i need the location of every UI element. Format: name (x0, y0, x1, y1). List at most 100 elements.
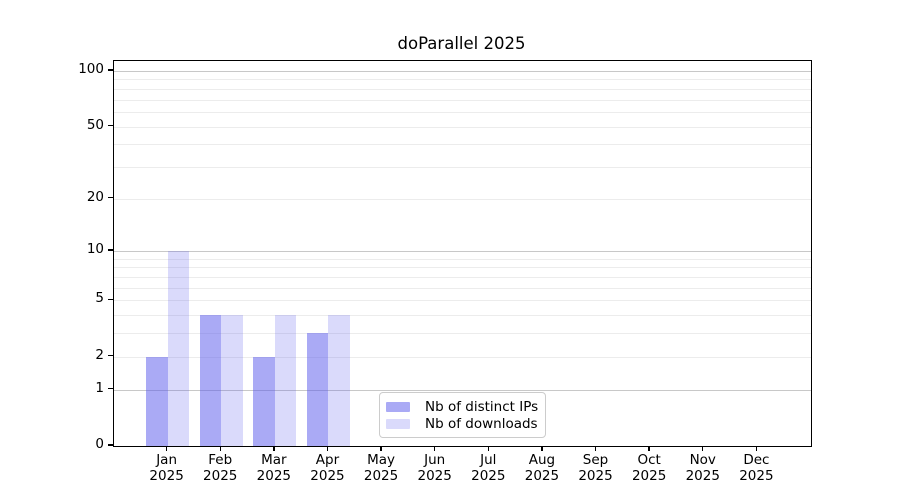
y-tick-mark-0 (108, 444, 113, 446)
x-tick-year: 2025 (417, 468, 452, 484)
y-tick-mark-20 (108, 196, 113, 199)
y-tick-label-0: 0 (95, 436, 104, 452)
x-tick-month: Apr (315, 452, 340, 468)
gridline-minor-40 (114, 144, 811, 146)
x-tick-mark-Sep (594, 446, 597, 451)
x-tick-label-Oct: Oct 2025 (609, 452, 689, 484)
x-tick-month: Jan (156, 452, 178, 468)
x-tick-label-Nov: Nov 2025 (663, 452, 743, 484)
x-tick-year: 2025 (524, 468, 560, 484)
y-tick-label-5: 5 (95, 290, 104, 307)
x-tick-month: Jul (480, 452, 497, 468)
x-tick-month: Sep (582, 452, 609, 468)
gridline-minor-5 (114, 300, 811, 302)
x-tick-label-Jul: Jul 2025 (448, 452, 528, 484)
y-tick-mark-5 (108, 298, 113, 301)
y-tick-label-1: 1 (95, 379, 104, 396)
legend-label-distinct-ips: Nb of distinct IPs (425, 398, 539, 415)
gridline-minor-9 (114, 258, 811, 260)
gridline-minor-20 (114, 198, 811, 200)
x-tick-mark-Mar (273, 446, 275, 451)
legend-row-downloads: Nb of downloads (386, 415, 538, 432)
bar-downloads-Feb (221, 315, 243, 446)
x-tick-mark-Dec (755, 446, 758, 451)
gridline-minor-6 (114, 287, 811, 289)
x-tick-label-Dec: Dec 2025 (716, 452, 796, 484)
x-tick-mark-Jun (433, 446, 436, 451)
bar-distinct-ips-Mar (253, 356, 275, 446)
x-tick-mark-Aug (541, 446, 543, 451)
x-tick-month: Dec (743, 452, 770, 468)
gridline-minor-2 (114, 356, 811, 358)
x-tick-label-Apr: Apr 2025 (287, 452, 367, 484)
x-tick-label-Aug: Aug 2025 (502, 452, 582, 484)
x-tick-year: 2025 (739, 468, 774, 484)
y-tick-mark-1 (108, 387, 113, 390)
legend-row-distinct-ips: Nb of distinct IPs (386, 398, 539, 415)
bar-distinct-ips-Jan (146, 356, 168, 446)
x-tick-label-Mar: Mar 2025 (234, 452, 314, 484)
x-tick-month: May (367, 452, 396, 468)
y-tick-label-100: 100 (78, 61, 104, 77)
x-tick-label-Feb: Feb 2025 (180, 452, 260, 484)
bar-downloads-Jan (167, 251, 189, 446)
gridline-minor-90 (114, 79, 811, 81)
legend: Nb of distinct IPs Nb of downloads (379, 392, 546, 438)
x-tick-label-Jun: Jun 2025 (395, 452, 475, 484)
x-tick-year: 2025 (471, 468, 506, 484)
x-tick-year: 2025 (310, 468, 345, 484)
x-tick-month: Feb (208, 452, 233, 468)
y-tick-label-10: 10 (86, 241, 104, 258)
x-tick-year: 2025 (149, 468, 184, 484)
gridline-minor-4 (114, 315, 811, 317)
x-tick-year: 2025 (363, 468, 399, 484)
x-tick-mark-May (380, 446, 382, 451)
x-tick-mark-Apr (326, 446, 329, 451)
gridline-minor-50 (114, 126, 811, 128)
bar-downloads-Mar (274, 315, 297, 446)
x-tick-month: Jun (424, 452, 446, 468)
bar-distinct-ips-Feb (199, 315, 222, 446)
x-tick-mark-Jan (165, 446, 168, 451)
y-tick-label-2: 2 (95, 346, 104, 363)
x-tick-mark-Jul (487, 446, 489, 451)
y-tick-mark-100 (108, 69, 113, 71)
bar-downloads-Apr (328, 315, 350, 446)
legend-swatch-distinct-ips (386, 401, 410, 412)
gridline-minor-7 (114, 277, 811, 279)
x-tick-mark-Nov (702, 446, 704, 451)
x-tick-month: Nov (689, 452, 716, 468)
gridline-minor-8 (114, 267, 811, 269)
y-tick-mark-50 (108, 124, 113, 127)
x-tick-year: 2025 (685, 468, 720, 484)
y-tick-mark-10 (108, 249, 113, 251)
legend-label-downloads: Nb of downloads (425, 415, 538, 432)
x-tick-month: Aug (528, 452, 556, 468)
gridline-major-100 (114, 71, 811, 72)
gridline-minor-3 (114, 333, 811, 335)
x-tick-month: Mar (261, 452, 287, 468)
x-tick-mark-Oct (648, 446, 650, 451)
x-tick-mark-Feb (219, 446, 221, 451)
x-tick-year: 2025 (256, 468, 292, 484)
gridline-minor-30 (114, 166, 811, 168)
x-tick-label-Sep: Sep 2025 (556, 452, 636, 484)
gridline-minor-70 (114, 99, 811, 101)
legend-swatch-downloads (386, 418, 410, 429)
y-tick-mark-2 (108, 355, 113, 357)
plot-area: Nb of distinct IPs Nb of downloads (113, 60, 812, 447)
x-tick-month: Oct (637, 452, 661, 468)
x-tick-year: 2025 (203, 468, 238, 484)
x-tick-label-May: May 2025 (341, 452, 421, 484)
gridline-major-10 (114, 251, 811, 253)
x-tick-label-Jan: Jan 2025 (127, 452, 207, 484)
y-tick-label-50: 50 (86, 116, 104, 133)
chart-title: doParallel 2025 (397, 34, 526, 53)
gridline-major-1 (114, 389, 811, 391)
gridline-minor-60 (114, 111, 811, 113)
bar-distinct-ips-Apr (307, 333, 329, 446)
gridline-minor-80 (114, 88, 811, 90)
x-tick-year: 2025 (578, 468, 613, 484)
x-tick-year: 2025 (631, 468, 667, 484)
